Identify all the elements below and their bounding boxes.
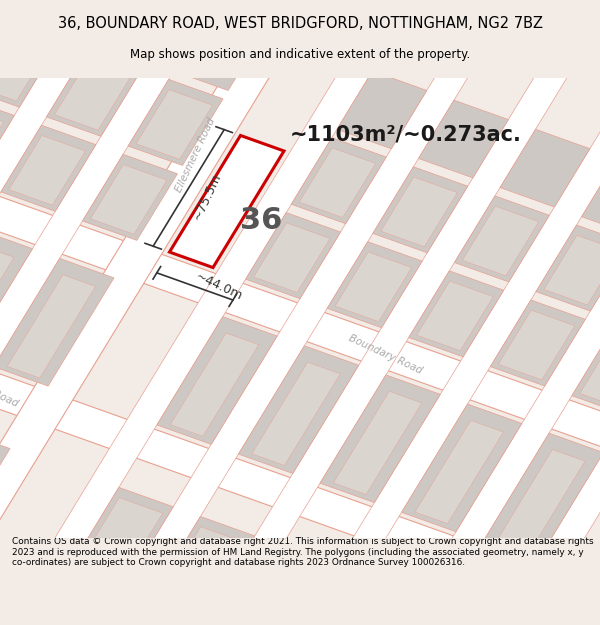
Text: 36, BOUNDARY ROAD, WEST BRIDGFORD, NOTTINGHAM, NG2 7BZ: 36, BOUNDARY ROAD, WEST BRIDGFORD, NOTTI… [58, 16, 542, 31]
Polygon shape [281, 74, 600, 625]
Polygon shape [498, 310, 575, 380]
Polygon shape [334, 391, 422, 494]
Polygon shape [0, 259, 114, 386]
Polygon shape [381, 177, 457, 247]
Polygon shape [254, 223, 330, 292]
Polygon shape [544, 235, 600, 305]
Polygon shape [337, 71, 427, 149]
Polygon shape [320, 375, 440, 503]
Polygon shape [174, 12, 263, 91]
Polygon shape [0, 293, 600, 625]
Polygon shape [580, 339, 600, 409]
Polygon shape [0, 0, 255, 521]
Text: Contains OS data © Crown copyright and database right 2021. This information is : Contains OS data © Crown copyright and d… [12, 538, 593, 568]
Polygon shape [199, 44, 581, 625]
Polygon shape [572, 329, 600, 415]
Polygon shape [254, 556, 326, 618]
Polygon shape [0, 31, 49, 101]
Polygon shape [247, 546, 337, 623]
Polygon shape [38, 562, 128, 625]
Polygon shape [91, 164, 167, 234]
Polygon shape [443, 132, 600, 625]
Polygon shape [417, 281, 493, 351]
Polygon shape [299, 148, 376, 218]
Polygon shape [169, 136, 284, 268]
Text: Ellesmere Road: Ellesmere Road [174, 116, 217, 194]
Polygon shape [0, 21, 60, 107]
Polygon shape [0, 246, 14, 349]
Polygon shape [336, 585, 407, 625]
Polygon shape [497, 449, 585, 552]
Polygon shape [157, 317, 277, 444]
Polygon shape [0, 229, 32, 357]
Polygon shape [418, 614, 489, 625]
Polygon shape [165, 516, 255, 594]
Polygon shape [454, 196, 550, 282]
Polygon shape [0, 0, 92, 462]
Polygon shape [252, 362, 340, 466]
Polygon shape [201, 621, 291, 625]
Text: 36: 36 [240, 206, 283, 236]
Polygon shape [173, 527, 244, 588]
Polygon shape [335, 252, 412, 322]
Polygon shape [490, 300, 585, 386]
Polygon shape [0, 96, 14, 182]
Polygon shape [500, 129, 590, 207]
Text: ~75.5m: ~75.5m [191, 171, 224, 222]
Polygon shape [0, 148, 600, 488]
Polygon shape [536, 225, 600, 311]
Polygon shape [245, 213, 341, 299]
Polygon shape [483, 433, 600, 561]
Polygon shape [128, 79, 223, 166]
Polygon shape [170, 333, 259, 436]
Polygon shape [9, 136, 85, 205]
Polygon shape [238, 346, 359, 474]
Polygon shape [1, 125, 96, 211]
Polygon shape [92, 0, 182, 61]
Polygon shape [36, 0, 418, 579]
Polygon shape [327, 242, 422, 328]
Polygon shape [410, 604, 499, 625]
Polygon shape [373, 167, 468, 252]
Text: ~1103m²/~0.273ac.: ~1103m²/~0.273ac. [289, 124, 521, 144]
Polygon shape [82, 154, 178, 241]
Text: ~44.0m: ~44.0m [194, 269, 245, 302]
Polygon shape [91, 498, 163, 559]
Polygon shape [463, 206, 539, 276]
Polygon shape [418, 100, 508, 178]
Polygon shape [11, 0, 101, 32]
Polygon shape [328, 575, 418, 625]
Polygon shape [7, 275, 95, 378]
Polygon shape [0, 429, 10, 507]
Text: Boundary Road: Boundary Road [347, 333, 424, 376]
Polygon shape [0, 106, 4, 176]
Polygon shape [136, 89, 212, 159]
Polygon shape [118, 16, 500, 608]
Polygon shape [119, 591, 209, 625]
Polygon shape [83, 488, 173, 565]
Polygon shape [401, 404, 522, 532]
Polygon shape [55, 61, 131, 130]
Polygon shape [581, 158, 600, 236]
Polygon shape [291, 138, 386, 224]
Polygon shape [47, 50, 142, 136]
Polygon shape [0, 0, 173, 492]
Polygon shape [409, 271, 504, 357]
Polygon shape [415, 421, 503, 524]
Polygon shape [362, 103, 600, 625]
Text: Boundary Road: Boundary Road [0, 366, 19, 409]
Polygon shape [0, 0, 337, 550]
Text: Map shows position and indicative extent of the property.: Map shows position and indicative extent… [130, 48, 470, 61]
